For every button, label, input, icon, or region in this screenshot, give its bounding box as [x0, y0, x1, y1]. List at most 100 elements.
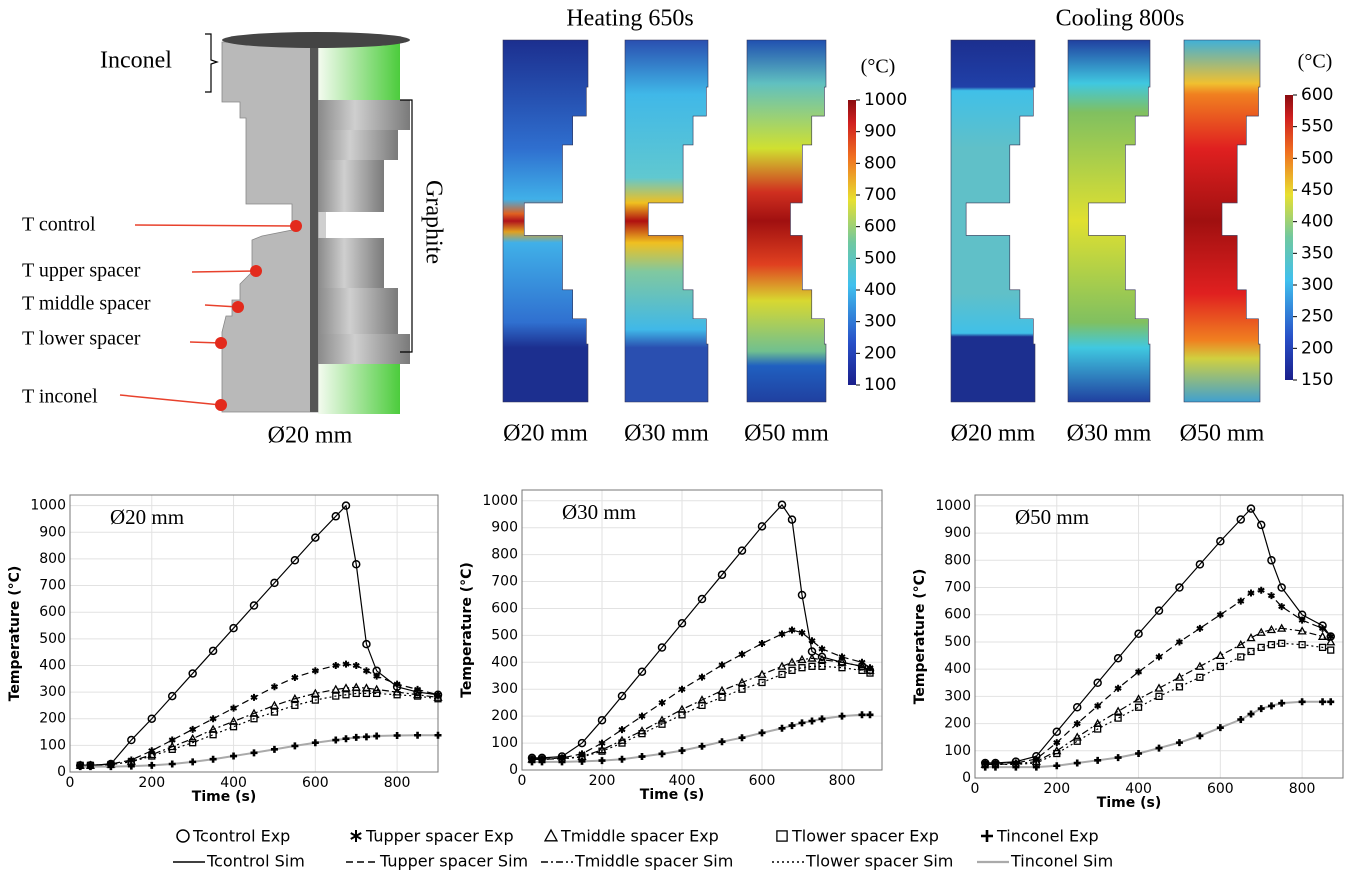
marker — [758, 639, 766, 647]
sensor-label: T lower spacer — [22, 328, 141, 350]
x-axis-label: Time (s) — [192, 789, 256, 805]
marker — [697, 594, 707, 604]
temperature-map — [502, 39, 589, 403]
legend-label: Tcontrol Exp — [192, 827, 290, 846]
y-tick-label: 700 — [491, 574, 518, 590]
marker — [1257, 643, 1265, 652]
plot-frame — [974, 494, 1344, 779]
colorbar-tick-label: 550 — [1301, 117, 1333, 137]
marker — [1196, 732, 1204, 740]
marker — [1277, 623, 1287, 632]
sim-line — [80, 663, 439, 766]
marker — [617, 691, 627, 701]
marker — [311, 533, 320, 542]
marker — [757, 669, 767, 678]
marker — [331, 512, 341, 521]
marker — [342, 735, 350, 743]
marker — [270, 745, 278, 753]
sensor-leaders — [119, 224, 297, 406]
sensor-label: T middle spacer — [22, 293, 151, 315]
marker — [618, 726, 626, 734]
marker — [290, 556, 300, 565]
marker — [1175, 739, 1183, 747]
legend-label: Tcontrol Sim — [206, 852, 305, 871]
marker — [1053, 739, 1061, 747]
marker — [638, 712, 646, 720]
marker — [1236, 639, 1246, 649]
chart-title: Ø50 mm — [1015, 505, 1089, 529]
marker — [189, 739, 197, 747]
marker — [1072, 703, 1082, 712]
marker — [808, 637, 816, 645]
marker — [311, 667, 319, 675]
marker — [250, 749, 258, 757]
marker — [857, 661, 867, 670]
marker — [393, 691, 401, 699]
diameter-label: Ø50 mm — [1180, 421, 1265, 447]
marker — [148, 752, 156, 760]
marker — [352, 733, 360, 741]
x-tick-label: 800 — [384, 775, 411, 791]
y-tick-label: 400 — [491, 654, 518, 670]
y-tick-label: 600 — [491, 600, 518, 616]
legend: Tcontrol Exp Tcontrol Sim Tupper spacer Ex… — [173, 827, 1113, 871]
marker — [250, 715, 258, 723]
x-axis-label: Time (s) — [1097, 795, 1161, 811]
marker — [350, 830, 362, 842]
marker — [818, 645, 826, 653]
marker — [717, 685, 727, 695]
marker — [1175, 583, 1184, 592]
colorbar-tick-label: 300 — [1301, 275, 1333, 295]
legend-label: Tupper spacer Exp — [365, 827, 514, 846]
marker — [787, 515, 797, 524]
marker — [718, 661, 726, 669]
marker — [1236, 515, 1246, 524]
y-tick-label: 400 — [39, 657, 66, 673]
marker — [776, 830, 788, 842]
y-tick-label: 200 — [39, 711, 66, 727]
marker — [1278, 699, 1286, 707]
marker — [1216, 537, 1225, 546]
marker — [373, 689, 381, 698]
marker — [777, 661, 787, 670]
marker — [798, 719, 806, 727]
marker — [332, 736, 340, 744]
marker — [718, 693, 726, 701]
marker — [1114, 754, 1122, 762]
diameter-label: Ø20 mm — [951, 421, 1036, 447]
marker — [838, 664, 846, 672]
marker — [1277, 583, 1286, 592]
legend-label: Tlower spacer Sim — [805, 852, 953, 871]
leader — [191, 270, 257, 273]
marker — [1319, 698, 1327, 706]
y-tick-label: 800 — [39, 551, 66, 567]
colorbar-tick-label: 900 — [864, 122, 896, 142]
marker — [858, 666, 866, 675]
inconel-top — [318, 40, 400, 102]
marker — [107, 763, 115, 771]
y-tick-label: 500 — [39, 631, 66, 647]
marker — [310, 688, 320, 697]
x-tick-label: 600 — [749, 773, 776, 789]
inconel-label: Inconel — [100, 48, 172, 74]
marker — [737, 546, 747, 555]
marker — [311, 739, 319, 747]
marker — [1094, 725, 1102, 733]
y-tick-label: 900 — [491, 520, 518, 536]
marker — [1195, 661, 1205, 670]
panel-title: Cooling 800s — [1056, 6, 1185, 32]
marker — [1278, 639, 1286, 647]
graphite-part — [318, 130, 398, 160]
y-tick-label: 0 — [509, 762, 518, 778]
marker — [1298, 698, 1306, 706]
marker — [147, 714, 157, 723]
marker — [269, 700, 280, 709]
graphite-part — [318, 100, 410, 130]
marker — [758, 729, 766, 737]
temperature-maps: Heating 650s Ø20 mm Ø30 mm Ø50 mm (°C) 100 200… — [502, 6, 1333, 447]
marker — [1297, 626, 1307, 635]
marker — [1319, 624, 1327, 632]
temperature-map — [1183, 39, 1261, 403]
sim-line — [532, 629, 871, 760]
marker — [362, 639, 371, 649]
